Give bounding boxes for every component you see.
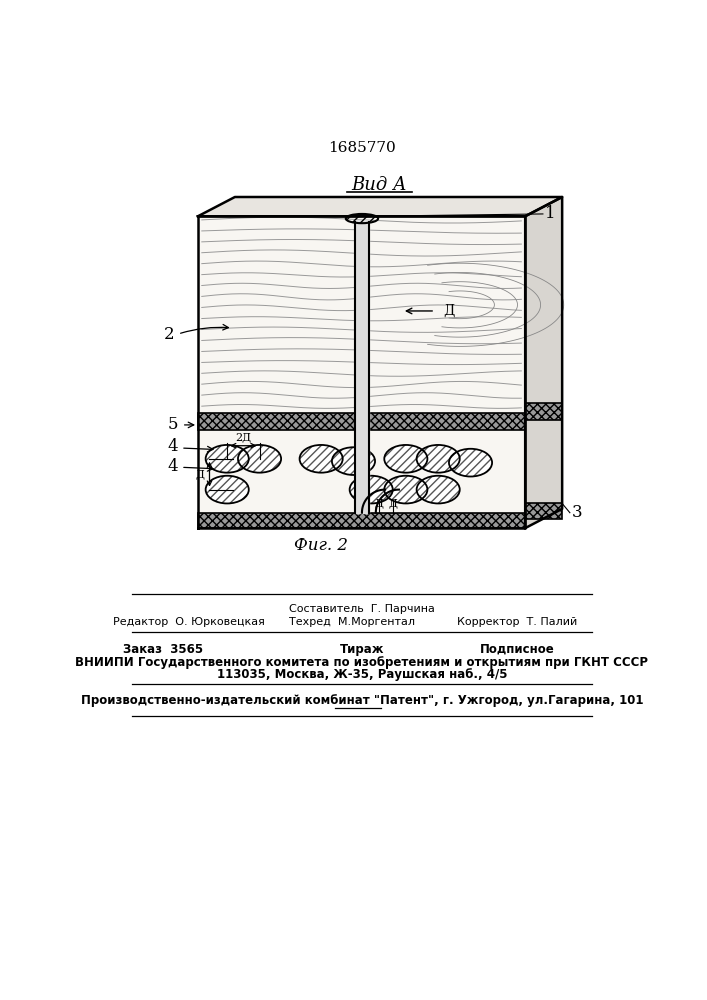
Bar xyxy=(525,403,562,420)
Polygon shape xyxy=(198,216,525,528)
Ellipse shape xyxy=(300,445,343,473)
Text: Фиг. 2: Фиг. 2 xyxy=(294,537,348,554)
Bar xyxy=(198,513,525,528)
Text: 113035, Москва, Ж-35, Раушская наб., 4/5: 113035, Москва, Ж-35, Раушская наб., 4/5 xyxy=(217,668,507,681)
Text: Вид А: Вид А xyxy=(351,176,407,194)
Ellipse shape xyxy=(332,447,375,475)
Text: 4: 4 xyxy=(168,458,178,475)
Text: 2Д: 2Д xyxy=(235,432,252,442)
Text: 5: 5 xyxy=(168,416,177,433)
Text: 2: 2 xyxy=(164,326,175,343)
Text: Производственно-издательский комбинат "Патент", г. Ужгород, ул.Гагарина, 101: Производственно-издательский комбинат "П… xyxy=(81,694,643,707)
Text: ВНИИПИ Государственного комитета по изобретениям и открытиям при ГКНТ СССР: ВНИИПИ Государственного комитета по изоб… xyxy=(76,656,648,669)
Bar xyxy=(198,413,525,430)
Polygon shape xyxy=(525,197,562,528)
Text: Д: Д xyxy=(443,304,454,318)
Ellipse shape xyxy=(449,449,492,477)
Text: 1685770: 1685770 xyxy=(328,141,396,155)
Ellipse shape xyxy=(350,476,393,503)
Ellipse shape xyxy=(385,445,428,473)
Text: Д: Д xyxy=(388,498,397,508)
Polygon shape xyxy=(355,220,369,513)
Text: 4: 4 xyxy=(168,438,178,455)
Text: Д: Д xyxy=(195,469,204,479)
Text: Корректор  Т. Палий: Корректор Т. Палий xyxy=(457,617,578,627)
Text: 1: 1 xyxy=(544,205,555,222)
Ellipse shape xyxy=(206,445,249,473)
Bar xyxy=(525,503,562,519)
Text: Тираж: Тираж xyxy=(339,643,384,656)
Text: Д: Д xyxy=(375,498,383,508)
Text: Редактор  О. Юрковецкая: Редактор О. Юрковецкая xyxy=(112,617,264,627)
Ellipse shape xyxy=(238,445,281,473)
Ellipse shape xyxy=(416,445,460,473)
Ellipse shape xyxy=(416,476,460,503)
Ellipse shape xyxy=(385,476,428,503)
Text: 3: 3 xyxy=(571,504,582,521)
Text: Заказ  3565: Заказ 3565 xyxy=(123,643,204,656)
Text: Составитель  Г. Парчина: Составитель Г. Парчина xyxy=(289,604,435,614)
Polygon shape xyxy=(198,197,562,216)
Ellipse shape xyxy=(206,476,249,503)
Text: Техред  М.Моргентал: Техред М.Моргентал xyxy=(289,617,415,627)
Text: Подписное: Подписное xyxy=(480,643,555,656)
